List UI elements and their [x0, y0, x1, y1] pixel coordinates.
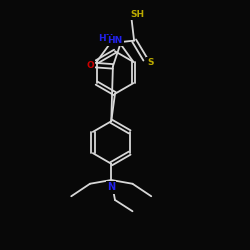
Text: S: S: [147, 58, 154, 67]
Text: O: O: [86, 61, 94, 70]
Text: SH: SH: [130, 10, 144, 20]
Text: HN: HN: [98, 34, 114, 43]
Text: HN: HN: [107, 36, 122, 46]
Text: N: N: [107, 182, 115, 192]
